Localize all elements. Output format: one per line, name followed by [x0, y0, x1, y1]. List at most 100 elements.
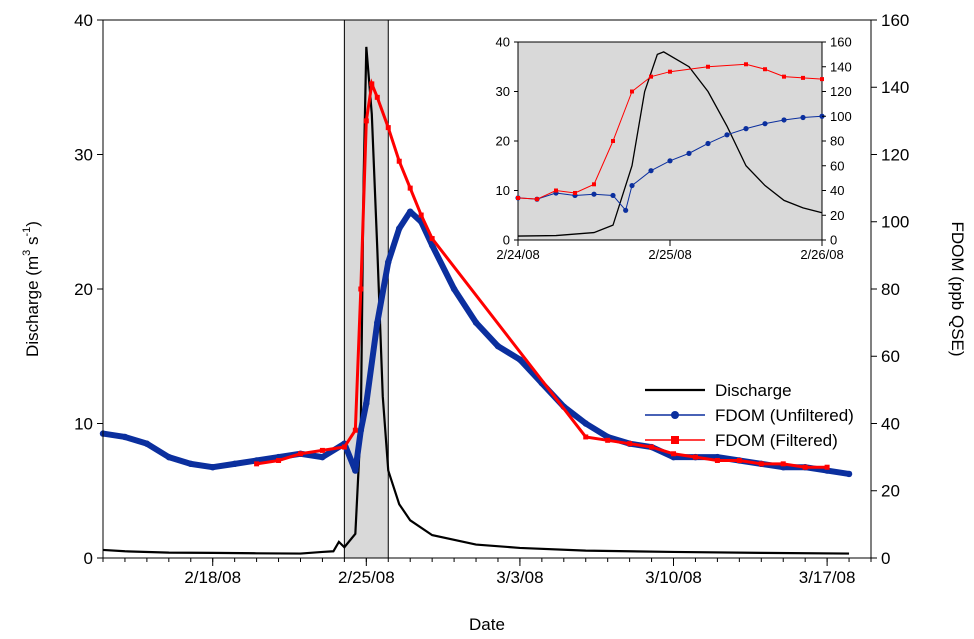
left-y-label-end: ) — [23, 221, 42, 227]
right-y-tick-label: 120 — [830, 84, 852, 99]
fdom-unfiltered-point — [143, 440, 151, 447]
discharge-line — [517, 51, 823, 237]
fdom-unfiltered-line — [100, 208, 853, 477]
fdom-filtered-point — [605, 437, 611, 443]
fdom-unfiltered-point — [472, 319, 480, 326]
left-y-tick-label: 20 — [496, 134, 510, 149]
right-y-tick-label: 100 — [881, 213, 909, 232]
fdom-filtered-point — [668, 69, 672, 74]
fdom-filtered-point — [363, 118, 369, 124]
x-tick-label: 2/25/08 — [338, 568, 395, 587]
fdom-filtered-point — [418, 212, 424, 218]
left-y-label-main: Discharge (m — [23, 256, 42, 357]
fdom-unfiltered-point — [363, 400, 370, 407]
left-y-tick-label: 20 — [74, 280, 93, 299]
fdom-filtered-point — [374, 94, 380, 100]
right-y-axis-label: FDOM (ppb QSE) — [948, 221, 967, 356]
left-y-label-mid: s — [23, 237, 42, 250]
legend-label: FDOM (Filtered) — [715, 431, 838, 450]
fdom-filtered-point — [554, 188, 558, 193]
fdom-filtered-point — [744, 62, 748, 67]
inset-axes: 0 10 20 30 40 0 20 40 60 80 100 120 140 160 2/24/08 2/2… — [496, 35, 852, 262]
fdom-unfiltered-point — [494, 342, 502, 350]
right-y-tick-label: 0 — [830, 233, 837, 248]
x-tick-label: 3/10/08 — [645, 568, 702, 587]
fdom-filtered-point — [824, 464, 830, 470]
fdom-unfiltered-point — [845, 470, 853, 478]
chart-legend: Discharge FDOM (Unfiltered) FDOM (Filtered… — [645, 381, 854, 450]
discharge-line — [102, 46, 850, 555]
fdom-filtered-point — [649, 74, 653, 79]
fdom-filtered-point — [358, 286, 364, 292]
left-y-axis-label: Discharge (m3 s-1) — [21, 221, 42, 357]
fdom-filtered-point — [396, 158, 402, 164]
fdom-filtered-point — [627, 441, 633, 447]
inset-plot-background — [517, 41, 823, 241]
legend-label: Discharge — [715, 381, 792, 400]
fdom-filtered-point — [802, 464, 808, 470]
fdom-unfiltered-point — [667, 158, 673, 164]
fdom-filtered-point — [352, 427, 358, 433]
right-y-tick-label: 40 — [881, 414, 900, 433]
fdom-unfiltered-point — [165, 453, 173, 461]
fdom-filtered-point — [782, 74, 786, 79]
fdom-unfiltered-point — [407, 208, 414, 215]
fdom-unfiltered-point — [396, 225, 403, 232]
fdom-unfiltered-point — [800, 114, 806, 121]
left-y-tick-label: 10 — [496, 183, 510, 198]
fdom-filtered-point — [592, 182, 596, 187]
fdom-filtered-point — [407, 185, 413, 191]
inset-series-group — [515, 51, 825, 237]
fdom-unfiltered-point — [385, 258, 392, 266]
fdom-unfiltered-point — [209, 464, 216, 471]
fdom-unfiltered-point — [231, 460, 238, 468]
fdom-filtered-point — [341, 444, 347, 450]
fdom-unfiltered-point — [187, 460, 194, 468]
right-y-tick-label: 80 — [830, 134, 844, 149]
right-y-tick-label: 160 — [881, 11, 909, 30]
right-y-tick-label: 40 — [830, 183, 844, 198]
fdom-unfiltered-point — [450, 285, 458, 293]
fdom-filtered-point — [671, 451, 677, 457]
fdom-unfiltered-point — [629, 182, 635, 189]
fdom-filtered-point — [276, 457, 282, 463]
x-tick-label: 3/3/08 — [496, 568, 543, 587]
fdom-unfiltered-point — [121, 433, 129, 441]
right-y-tick-label: 160 — [830, 35, 852, 50]
left-y-tick-label: 0 — [84, 549, 93, 568]
right-y-tick-label: 140 — [881, 78, 909, 97]
fdom-filtered-point — [429, 236, 435, 242]
fdom-unfiltered-point — [591, 191, 597, 197]
fdom-filtered-point — [736, 457, 742, 463]
left-y-tick-label: 10 — [74, 414, 93, 433]
fdom-filtered-point — [297, 451, 303, 457]
fdom-filtered-point — [573, 190, 577, 195]
right-y-tick-label: 20 — [881, 482, 900, 501]
fdom-unfiltered-point — [357, 427, 365, 434]
fdom-filtered-point — [254, 461, 260, 467]
fdom-unfiltered-point — [781, 117, 787, 123]
right-y-tick-label: 100 — [830, 109, 852, 124]
fdom-unfiltered-point — [686, 150, 692, 156]
fdom-filtered-point — [535, 197, 539, 202]
fdom-unfiltered-point — [648, 168, 654, 174]
fdom-unfiltered-point — [623, 207, 629, 213]
fdom-unfiltered-point — [743, 126, 749, 132]
left-y-tick-label: 0 — [503, 233, 510, 248]
x-tick-label: 2/25/08 — [648, 247, 691, 262]
right-y-tick-label: 60 — [881, 347, 900, 366]
right-y-tick-label: 80 — [881, 280, 900, 299]
left-y-tick-label: 30 — [74, 145, 93, 164]
fdom-unfiltered-line — [517, 115, 823, 211]
legend-marker — [671, 411, 679, 419]
fdom-filtered-point — [780, 461, 786, 467]
fdom-unfiltered-point — [582, 420, 589, 427]
fdom-filtered-point — [758, 461, 764, 467]
left-y-tick-label: 40 — [496, 35, 510, 50]
fdom-unfiltered-point — [374, 319, 381, 326]
right-y-tick-label: 0 — [881, 549, 890, 568]
legend-marker — [671, 436, 679, 444]
